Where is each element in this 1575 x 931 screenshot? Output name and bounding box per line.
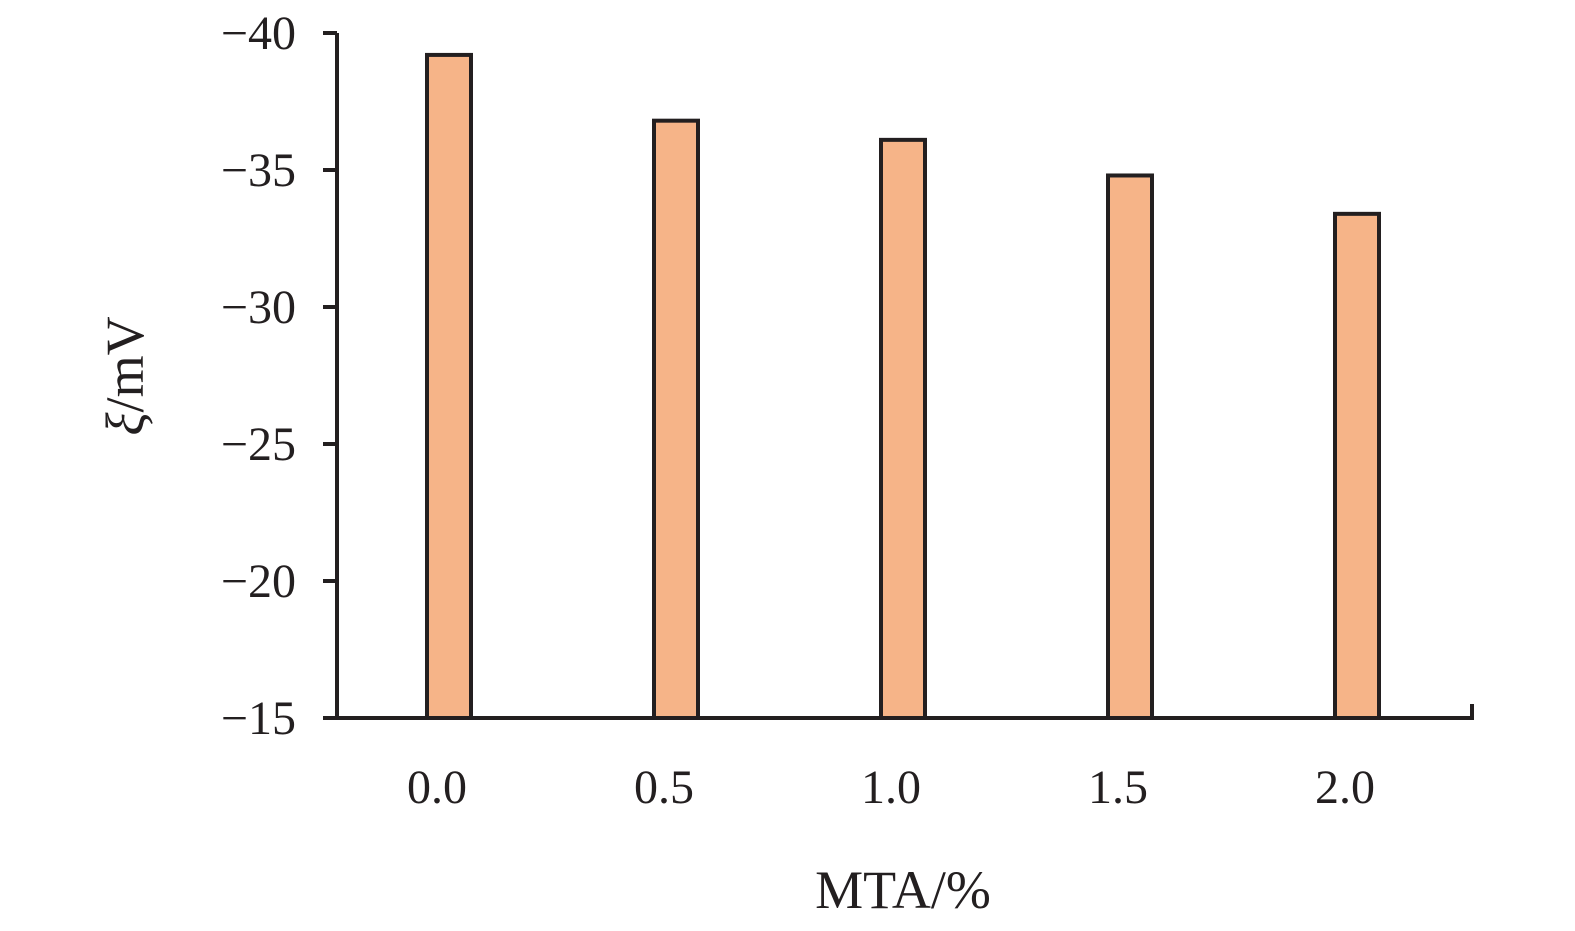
- y-tick-label: −30: [221, 281, 296, 334]
- y-axis-title-unit: /mV: [95, 316, 155, 412]
- bar: [652, 118, 700, 721]
- x-tick-label: 0.5: [634, 761, 694, 814]
- y-ticks-group: −40 −35 −30 −25 −20 −15: [221, 7, 337, 745]
- y-tick-label: −20: [221, 555, 296, 608]
- bar: [879, 137, 927, 721]
- y-axis-title-symbol: ξ: [95, 412, 155, 436]
- bar: [1333, 211, 1381, 720]
- x-axis-title: MTA/%: [815, 860, 991, 920]
- x-tick-label: 2.0: [1315, 761, 1375, 814]
- bar: [1106, 173, 1154, 721]
- y-tick-label: −35: [221, 144, 296, 197]
- y-axis-title: ξ/mV: [95, 316, 155, 435]
- x-tick-label: 1.5: [1088, 761, 1148, 814]
- y-tick-label: −15: [221, 692, 296, 745]
- bar: [425, 52, 473, 721]
- x-ticks-group: 0.0 0.5 1.0 1.5 2.0: [407, 761, 1375, 814]
- axes-group: [335, 33, 1474, 720]
- x-tick-label: 0.0: [407, 761, 467, 814]
- y-tick-label: −40: [221, 7, 296, 60]
- bars-group: [425, 52, 1381, 721]
- y-tick-label: −25: [221, 418, 296, 471]
- x-tick-label: 1.0: [861, 761, 921, 814]
